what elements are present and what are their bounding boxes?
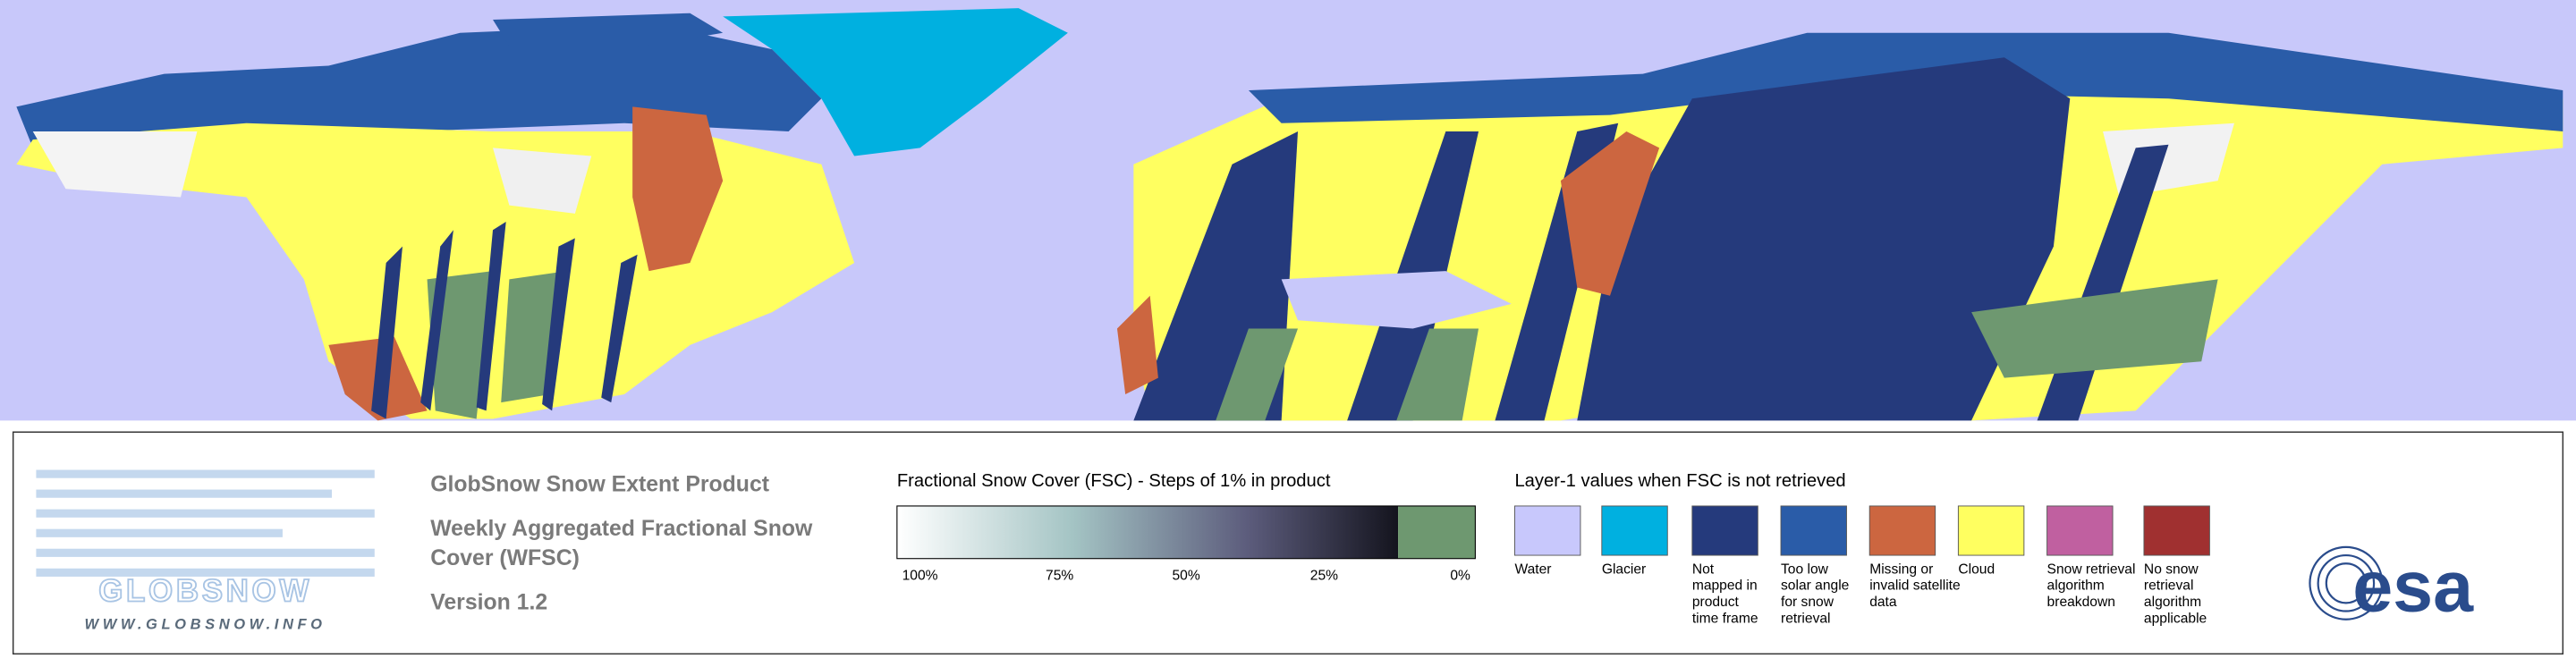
legend-swatch	[1691, 505, 1758, 556]
legend-swatch	[1957, 505, 2025, 556]
subtitle-line: Cover (WFSC)	[430, 546, 580, 570]
colorbar-tick-label: 0%	[1450, 569, 1470, 584]
legend-label: No snow	[2144, 561, 2199, 577]
legend-swatch	[2143, 505, 2210, 556]
legend-label: Water	[1514, 561, 1551, 577]
legend-label: applicable	[2144, 611, 2207, 626]
colorbar-zero	[1398, 505, 1476, 559]
colorbar-tick-label: 100%	[902, 569, 938, 584]
logo-url: WWW.GLOBSNOW.INFO	[85, 616, 326, 633]
legend-swatch	[1601, 505, 1668, 556]
legend-swatch	[1868, 505, 1936, 556]
map	[0, 0, 2576, 421]
colorbar-tick-label: 50%	[1173, 569, 1200, 584]
legend-label: solar angle	[1781, 578, 1849, 594]
colorbar-gradient	[896, 505, 1399, 559]
legend-label: Snow retrieval	[2047, 561, 2136, 577]
logo-name: GLOBSNOW	[98, 573, 312, 608]
subtitle-line: Weekly Aggregated Fractional Snow	[430, 517, 813, 541]
legend-label: time frame	[1692, 611, 1758, 626]
esa-logo	[2309, 545, 2384, 621]
legend-label: Cloud	[1958, 561, 1995, 577]
legend-label: Glacier	[1602, 561, 1646, 577]
legend-label: Too low	[1781, 561, 1829, 577]
esa-logo-text: esa	[2352, 547, 2474, 628]
version: Version 1.2	[430, 591, 547, 615]
colorbar-tick-label: 75%	[1046, 569, 1073, 584]
title: GlobSnow Snow Extent Product	[430, 472, 769, 496]
legend-swatch	[2046, 505, 2114, 556]
legend-label: Not	[1692, 561, 1715, 577]
legend-label: invalid satellite	[1869, 578, 1960, 594]
legend-swatch	[1780, 505, 1847, 556]
legend-label: breakdown	[2047, 595, 2115, 610]
legend-title: Layer-1 values when FSC is not retrieved	[1514, 471, 1845, 491]
legend-label: data	[1869, 595, 1897, 610]
logo	[36, 469, 375, 577]
colorbar-frame	[896, 505, 1476, 560]
legend-label: mapped in	[1692, 578, 1758, 594]
legend-label: retrieval	[2144, 578, 2194, 594]
legend-label: for snow	[1781, 595, 1835, 610]
legend-label: product	[1692, 595, 1740, 610]
legend-label: Missing or	[1869, 561, 1933, 577]
legend-label: algorithm	[2047, 578, 2105, 594]
legend-swatch	[1514, 505, 1581, 556]
legend-label: algorithm	[2144, 595, 2201, 610]
colorbar-tick-label: 25%	[1310, 569, 1338, 584]
legend-label: retrieval	[1781, 611, 1831, 626]
colorbar-title: Fractional Snow Cover (FSC) - Steps of 1…	[897, 471, 1331, 491]
